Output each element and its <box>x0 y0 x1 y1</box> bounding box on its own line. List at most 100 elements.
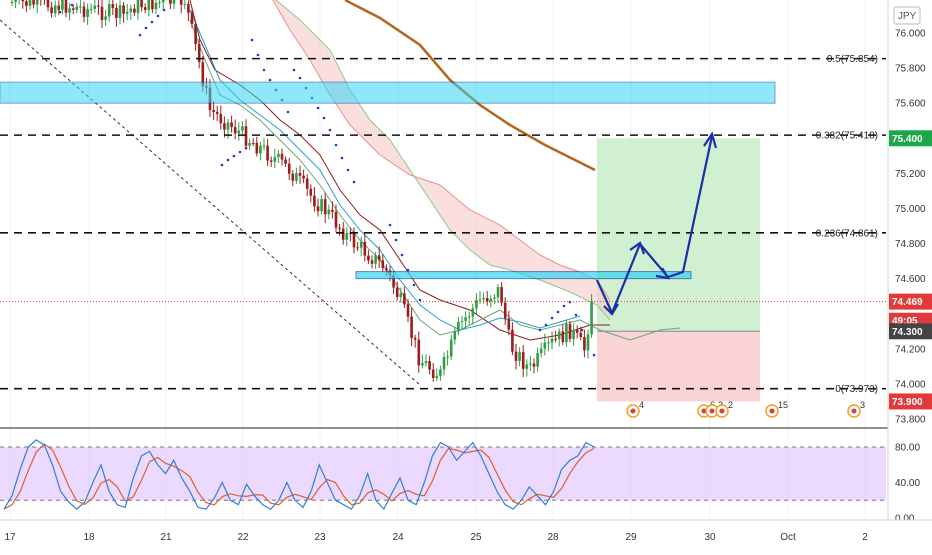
candle-body <box>381 260 385 269</box>
y-tick-label: 75.800 <box>895 64 926 75</box>
sar-dot <box>232 154 236 158</box>
event-marker-dot <box>630 408 636 414</box>
lagging-line <box>189 19 681 341</box>
sar-dot <box>328 128 332 132</box>
candle-body <box>313 195 316 207</box>
sar-dot <box>138 33 142 37</box>
x-tick-label: Oct <box>780 532 796 543</box>
candle-body <box>417 339 421 366</box>
long-position-risk-zone <box>597 331 760 402</box>
candle-body <box>575 329 579 333</box>
sar-dot <box>150 20 154 24</box>
candle-body <box>320 199 323 212</box>
sar-dot <box>538 328 542 332</box>
support-zone <box>355 271 692 280</box>
candle-body <box>143 7 147 10</box>
candle-body <box>446 356 449 358</box>
x-tick-label: 21 <box>160 532 172 543</box>
long-position-profit-zone <box>597 138 760 332</box>
cloud-span-b <box>275 0 611 321</box>
x-tick-label: 2 <box>862 532 868 543</box>
price-tag <box>889 293 932 310</box>
event-marker-count: 2 <box>728 400 733 410</box>
candle-body <box>385 268 388 271</box>
candle-body <box>259 145 262 154</box>
candle-body <box>230 122 233 128</box>
candle-body <box>514 351 518 361</box>
sar-dot <box>544 323 548 327</box>
price-tag-label: 49:05 <box>892 316 918 327</box>
sar-dot <box>394 238 398 242</box>
candle-body <box>511 329 514 352</box>
candle-body <box>97 5 100 7</box>
candle-body <box>395 287 399 297</box>
x-tick-label: 30 <box>704 532 716 543</box>
candle-body <box>464 317 467 321</box>
candle-body <box>32 0 35 5</box>
x-tick-label: 22 <box>237 532 249 543</box>
candle-body <box>521 352 525 369</box>
x-tick-label: 24 <box>392 532 404 543</box>
candle-body <box>284 159 287 164</box>
candle-body <box>377 255 381 261</box>
sar-dot <box>406 268 410 272</box>
sar-dot <box>286 110 290 114</box>
x-tick-label: 17 <box>4 532 16 543</box>
candle-body <box>298 173 302 176</box>
candle-body <box>579 332 583 338</box>
price-tag-label: 74.300 <box>892 327 923 338</box>
candle-body <box>277 153 280 158</box>
candle-body <box>367 255 370 261</box>
y-tick-label: 74.800 <box>895 239 926 250</box>
candle-body <box>269 160 273 162</box>
fib-level-label: 0.382(75.418) <box>816 131 878 142</box>
sar-dot <box>220 163 224 167</box>
sar-dot <box>418 298 422 302</box>
sar-dot <box>388 223 392 227</box>
sar-dot <box>334 143 338 147</box>
osc-tick-label: 0.00 <box>895 514 915 525</box>
candle-body <box>363 241 367 256</box>
sar-dot <box>250 38 254 42</box>
candle-body <box>572 329 575 339</box>
fib-level-label: 0.236(74.861) <box>816 228 878 239</box>
candle-body <box>129 8 133 13</box>
candle-body <box>61 0 64 10</box>
candle-body <box>183 3 187 5</box>
candle-body <box>370 260 374 264</box>
candle-body <box>561 331 565 343</box>
candle-body <box>554 338 557 340</box>
candle-body <box>435 375 439 378</box>
osc-tick-label: 40.00 <box>895 478 920 489</box>
price-tag-label: 74.469 <box>892 297 923 308</box>
candle-body <box>212 109 215 112</box>
sar-dot <box>226 158 230 162</box>
currency-badge-label: JPY <box>898 11 917 22</box>
sar-dot <box>322 116 326 120</box>
candle-body <box>460 320 464 323</box>
candle-body <box>316 206 320 212</box>
conversion-line <box>189 9 581 331</box>
event-marker-dot <box>709 408 715 414</box>
stoch-d-line <box>3 443 595 510</box>
candle-body <box>251 142 255 144</box>
currency-badge <box>893 6 921 25</box>
candle-body <box>500 287 503 303</box>
candle-body <box>345 233 349 240</box>
candle-body <box>111 4 115 8</box>
candle-body <box>565 324 568 343</box>
candle-body <box>244 126 248 146</box>
y-tick-label: 74.600 <box>895 274 926 285</box>
projection-arrowhead <box>703 131 718 149</box>
candle-body <box>482 298 485 300</box>
candle-body <box>136 0 140 13</box>
candle-body <box>10 1 14 3</box>
stoch-k-line <box>3 439 595 511</box>
fib-level-label: 0.5(75.854) <box>827 54 878 65</box>
sar-dot <box>292 68 296 72</box>
candle-body <box>201 62 205 87</box>
event-marker-count: 4 <box>639 400 644 410</box>
osc-tick-label: 80.00 <box>895 443 920 454</box>
price-tag <box>889 323 932 340</box>
